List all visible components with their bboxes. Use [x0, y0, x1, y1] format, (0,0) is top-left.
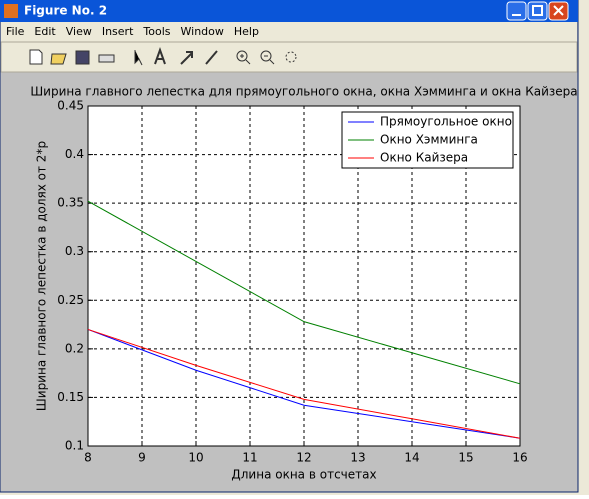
- toolbar-icons: [29, 47, 297, 66]
- menu-item[interactable]: Edit: [34, 25, 56, 38]
- menu-item[interactable]: Window: [181, 25, 224, 38]
- window-title: Figure No. 2: [24, 4, 107, 18]
- menu: File Edit View Insert Tools Window Help: [6, 25, 259, 38]
- x-tick-label: 12: [296, 451, 311, 465]
- x-tick-label: 9: [138, 451, 146, 465]
- line-series: [87, 328, 521, 439]
- legend-label: Прямоугольное окно: [380, 115, 512, 129]
- line-series: [87, 328, 521, 439]
- menu-bar: [1, 22, 577, 42]
- x-tick-label: 8: [84, 451, 92, 465]
- x-tick-label: 16: [512, 451, 527, 465]
- window-button-glyphs: [512, 5, 564, 16]
- plot: 8 9 10 11 12 13 14 15 16 0.1 0.15 0.2 0.25 0.3 0.35 0.4…: [57, 99, 527, 465]
- line-series: [87, 200, 521, 385]
- menu-item[interactable]: Insert: [102, 25, 134, 38]
- x-tick-label: 15: [458, 451, 473, 465]
- menu-item[interactable]: Help: [234, 25, 259, 38]
- x-tick-label: 10: [188, 451, 203, 465]
- y-tick-label: 0.4: [65, 147, 84, 161]
- menu-item[interactable]: File: [6, 25, 25, 38]
- toolbar: [0, 41, 578, 73]
- legend-label: Окно Хэмминга: [380, 133, 478, 147]
- chart-title: Ширина главного лепестка для прямоугольн…: [30, 85, 577, 99]
- y-tick-label: 0.2: [65, 341, 84, 355]
- y-tick-label: 0.1: [65, 439, 84, 453]
- y-tick-label: 0.3: [65, 244, 84, 258]
- axes-frame: [87, 105, 521, 447]
- title-bar: [0, 0, 578, 22]
- x-tick-label: 14: [404, 451, 419, 465]
- menu-item[interactable]: View: [66, 25, 92, 38]
- app-icon: [4, 4, 18, 18]
- menu-item[interactable]: Tools: [142, 25, 170, 38]
- x-tick-label: 13: [350, 451, 365, 465]
- maximize-button[interactable]: [527, 1, 548, 21]
- x-tick-label: 11: [242, 451, 257, 465]
- minimize-button[interactable]: [506, 1, 527, 21]
- y-tick-label: 0.15: [57, 390, 84, 404]
- y-tick-label: 0.35: [57, 196, 84, 210]
- legend-label: Окно Кайзера: [380, 151, 468, 165]
- y-tick-label: 0.25: [57, 293, 84, 307]
- y-tick-label: 0.45: [57, 99, 84, 113]
- y-axis-label: Ширина главного лепестка в долях от 2*p: [35, 141, 49, 411]
- x-axis-label: Длина окна в отсчетах: [231, 468, 376, 482]
